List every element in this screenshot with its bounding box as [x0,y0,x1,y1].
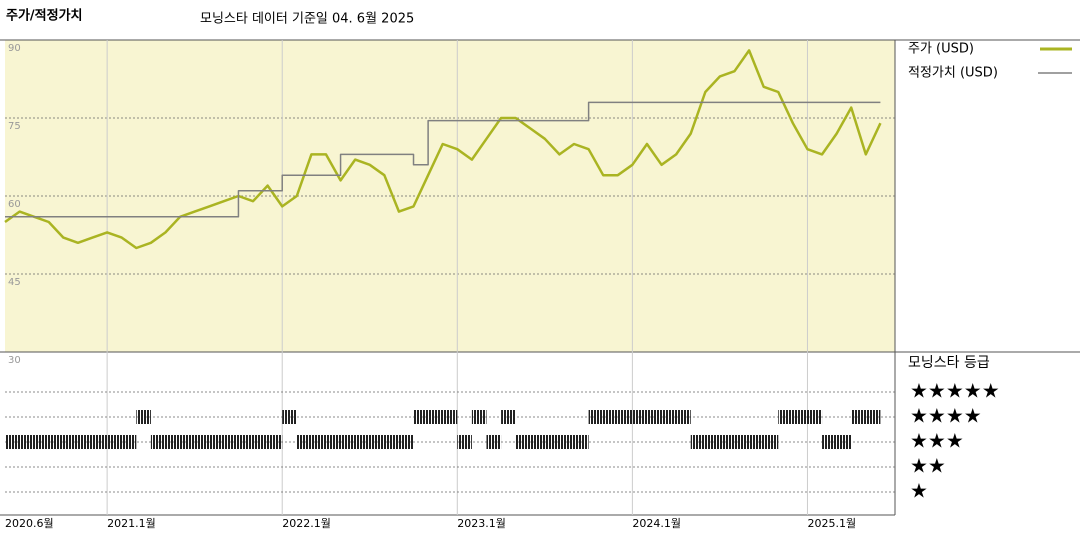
x-tick-label: 2021.1월 [107,517,156,530]
chart-title: 주가/적정가치 [6,8,83,24]
legend-label: 적정가치 (USD) [908,66,998,81]
rating-level: ★★★★ [910,404,982,428]
rating-bar [851,410,881,424]
rating-bar [282,410,297,424]
rating-bar [501,410,516,424]
rating-bar [5,435,137,449]
y-tick-label: 30 [8,355,21,366]
rating-level: ★ [910,479,928,503]
fair-value-line [5,101,881,218]
rating-bar [515,435,589,449]
y-tick-label: 90 [8,43,21,54]
rating-bar [690,435,779,449]
price-line [4,49,882,250]
rating-level: ★★★★★ [910,379,1000,403]
rating-bar [822,435,852,449]
chart-subtitle: 모닝스타 데이터 기준일 04. 6월 2025 [200,12,414,27]
x-tick-label: 2023.1월 [457,517,506,530]
legend-label: 주가 (USD) [908,42,974,57]
rating-bar [471,410,487,424]
y-tick-label: 60 [8,199,21,210]
rating-bar [457,435,472,449]
y-tick-label: 45 [8,277,21,288]
rating-bar [588,410,691,424]
y-tick-label: 75 [8,121,21,132]
x-tick-label: 2024.1월 [632,517,681,530]
x-tick-label: 2022.1월 [282,517,331,530]
rating-title: 모닝스타 등급 [908,355,990,371]
rating-bar [296,435,414,449]
rating-bar [413,410,458,424]
x-tick-label: 2025.1월 [807,517,856,530]
rating-bar [486,435,502,449]
rating-level: ★★★ [910,429,964,453]
rating-bar [150,435,283,449]
x-tick-label: 2020.6월 [5,517,54,530]
rating-bar [778,410,823,424]
rating-level: ★★ [910,454,946,478]
rating-bar [136,410,151,424]
